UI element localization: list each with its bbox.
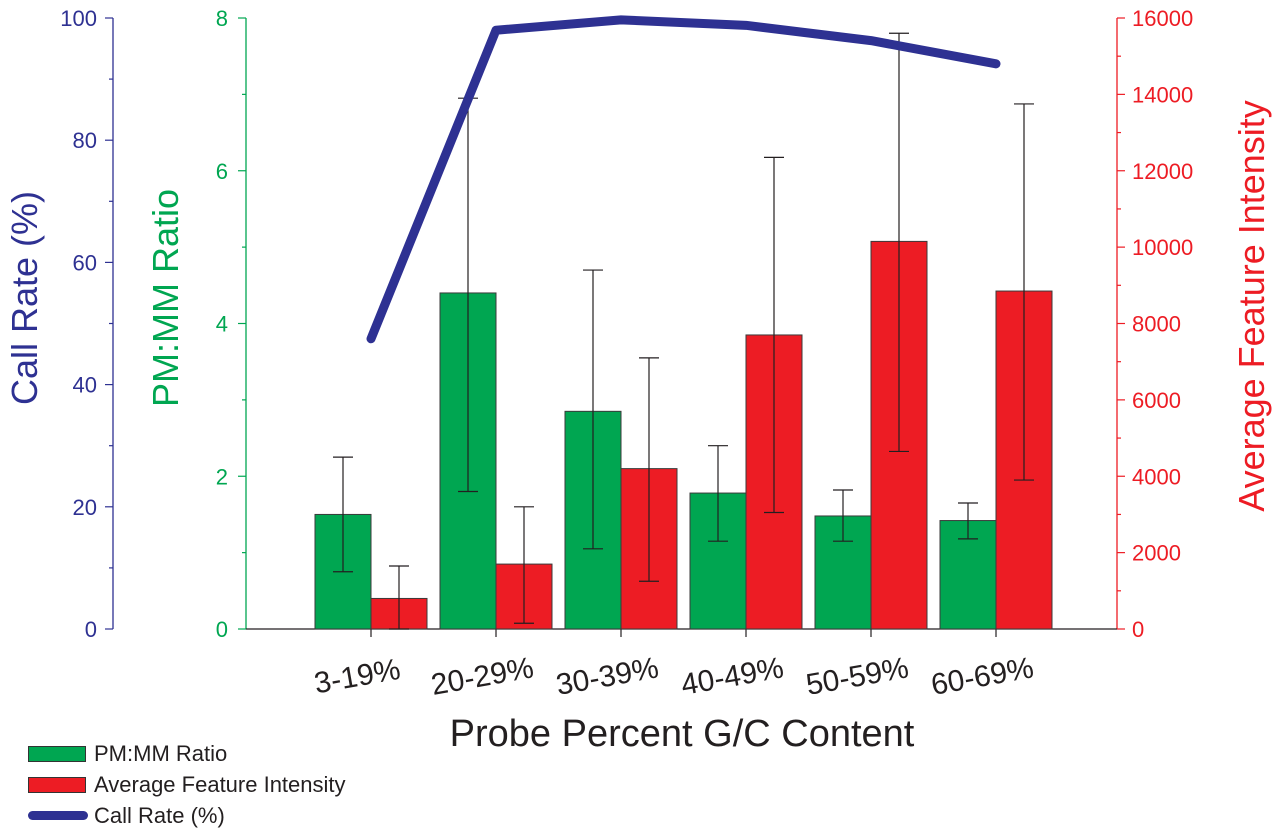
legend-label-pm-mm: PM:MM Ratio (94, 740, 228, 766)
x-tick-label: 50-59% (804, 651, 912, 701)
intensity-tick-label: 16000 (1132, 6, 1193, 31)
legend-swatch-pm-mm (28, 745, 86, 762)
intensity-tick-label: 0 (1132, 617, 1144, 642)
legend-swatch-intensity (28, 776, 86, 793)
intensity-tick-label: 12000 (1132, 159, 1193, 184)
legend-item-intensity: Average Feature Intensity (28, 769, 346, 800)
pm-mm-tick-label: 0 (216, 617, 228, 642)
call-rate-tick-label: 0 (85, 617, 97, 642)
legend-item-call-rate: Call Rate (%) (28, 800, 346, 831)
pm-mm-tick-label: 2 (216, 464, 228, 489)
x-axis-title: Probe Percent G/C Content (450, 713, 915, 755)
intensity-tick-label: 6000 (1132, 388, 1181, 413)
intensity-tick-label: 14000 (1132, 82, 1193, 107)
call-rate-tick-label: 20 (73, 495, 97, 520)
intensity-tick-label: 2000 (1132, 541, 1181, 566)
intensity-tick-label: 4000 (1132, 464, 1181, 489)
pm-mm-tick-label: 4 (216, 312, 228, 337)
x-tick-label: 40-49% (679, 651, 787, 701)
x-tick-label: 30-39% (554, 651, 662, 701)
pm-mm-tick-label: 6 (216, 159, 228, 184)
x-tick-label: 3-19% (312, 653, 403, 701)
call-rate-tick-label: 80 (73, 128, 97, 153)
legend-item-pm-mm: PM:MM Ratio (28, 738, 346, 769)
legend-label-call-rate: Call Rate (%) (94, 802, 225, 828)
pm-mm-axis-title: PM:MM Ratio (145, 189, 186, 407)
call-rate-tick-label: 100 (60, 6, 97, 31)
x-tick-label: 60-69% (929, 651, 1037, 701)
call-rate-axis-title: Call Rate (%) (4, 191, 45, 405)
legend-label-intensity: Average Feature Intensity (94, 771, 346, 797)
x-tick-label: 20-29% (429, 651, 537, 701)
call-rate-line (366, 15, 1001, 344)
intensity-tick-label: 10000 (1132, 235, 1193, 260)
legend-swatch-call-rate (28, 811, 88, 820)
pm-mm-tick-label: 8 (216, 6, 228, 31)
call-rate-tick-label: 40 (73, 373, 97, 398)
legend: PM:MM Ratio Average Feature Intensity Ca… (28, 738, 346, 831)
intensity-axis-title: Average Feature Intensity (1231, 100, 1272, 512)
intensity-tick-label: 8000 (1132, 312, 1181, 337)
call-rate-tick-label: 60 (73, 250, 97, 275)
